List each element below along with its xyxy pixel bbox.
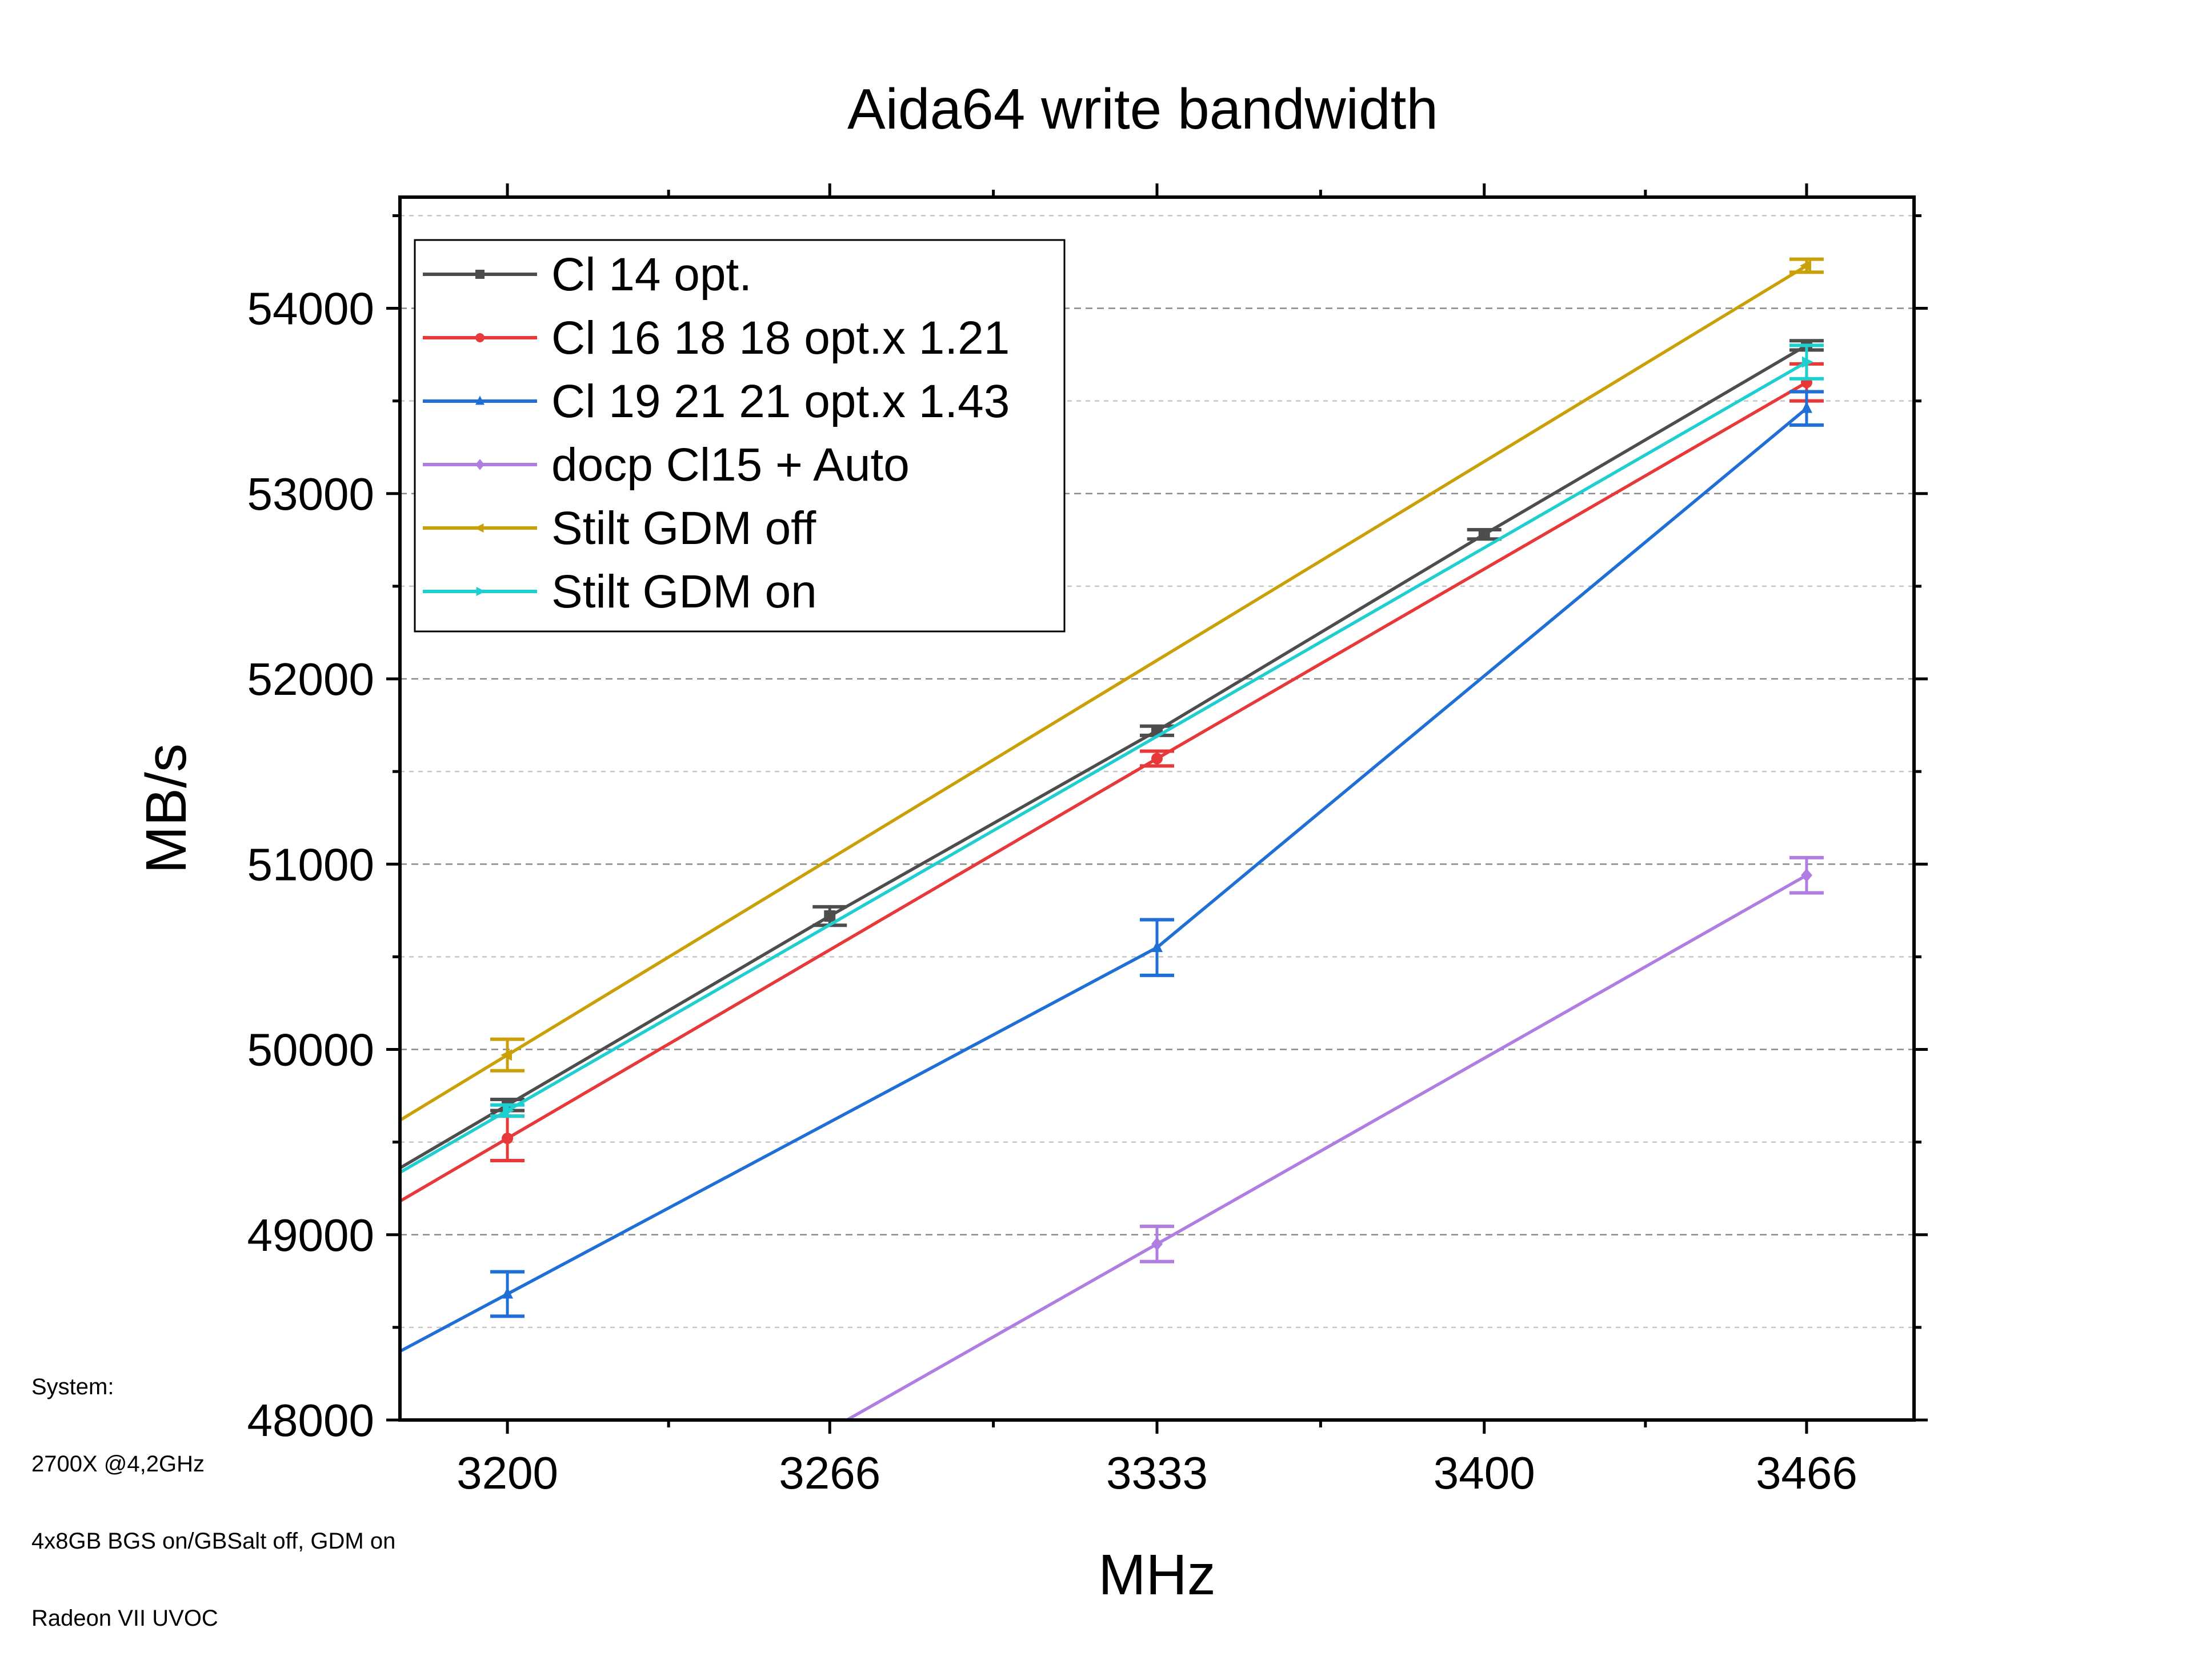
chart-title: Aida64 write bandwidth: [847, 77, 1438, 141]
x-tick-label: 3466: [1756, 1447, 1857, 1498]
data-marker: [1478, 529, 1490, 541]
data-marker: [502, 1133, 514, 1145]
note-system: System:: [31, 1374, 114, 1399]
note-cpu: 2700X @4,2GHz: [31, 1451, 205, 1477]
y-axis-title: MB/s: [134, 743, 198, 874]
y-tick-label: 48000: [247, 1395, 374, 1446]
legend-item: docp Cl15 + Auto: [423, 439, 910, 491]
data-marker: [1151, 753, 1163, 765]
note-gpu: Radeon VII UVOC: [31, 1606, 218, 1631]
legend-label: Cl 16 18 18 opt.x 1.21: [551, 312, 1010, 364]
legend-swatch-marker: [475, 333, 485, 342]
y-tick-label: 54000: [247, 283, 374, 334]
series-line: [400, 407, 1808, 1353]
data-marker: [503, 1105, 515, 1117]
series-line: [400, 344, 1808, 1170]
grid-lines: [400, 215, 1914, 1329]
y-tick-label: 51000: [247, 839, 374, 890]
y-tick-label: 52000: [247, 654, 374, 705]
series-line: [400, 381, 1808, 1203]
data-marker: [1151, 1237, 1163, 1251]
data-marker: [1801, 356, 1813, 368]
series-group: [400, 390, 1824, 1353]
x-axis-title: MHz: [1098, 1543, 1216, 1607]
y-tick-label: 49000: [247, 1210, 374, 1261]
y-tick-label: 50000: [247, 1025, 374, 1075]
note-memory: 4x8GB BGS on/GBSalt off, GDM on: [31, 1529, 396, 1554]
data-marker: [501, 1049, 513, 1061]
legend-label: Cl 14 opt.: [551, 249, 752, 301]
legend-swatch-marker: [475, 395, 485, 405]
legend-item: Stilt GDM on: [423, 566, 817, 618]
series-group: [400, 257, 1824, 1122]
data-marker: [502, 1287, 514, 1299]
data-marker: [1800, 868, 1812, 882]
legend-label: Cl 19 21 21 opt.x 1.43: [551, 375, 1010, 427]
legend-label: docp Cl15 + Auto: [551, 439, 910, 491]
x-tick-label: 3266: [779, 1447, 880, 1498]
series-layer: [400, 257, 1824, 1420]
series-line-group: [400, 344, 1808, 1170]
legend-item: Cl 14 opt.: [423, 249, 752, 301]
series-line-group: [400, 381, 1808, 1203]
data-marker: [1800, 401, 1812, 413]
axis-ticks: 48000 49000 50000 51000 52000 53000 54000 3200 3…: [247, 183, 1928, 1498]
legend-swatch-marker: [475, 270, 485, 279]
data-marker: [1799, 259, 1811, 271]
series-line-group: [400, 407, 1808, 1353]
x-tick-label: 3200: [457, 1447, 558, 1498]
legend-swatch-marker: [476, 587, 486, 596]
legend-swatch-marker: [475, 459, 485, 470]
legend-item: Stilt GDM off: [423, 502, 816, 554]
data-marker: [1151, 941, 1163, 953]
legend-item: Cl 16 18 18 opt.x 1.21: [423, 312, 1010, 364]
data-marker: [824, 910, 836, 922]
legend: Cl 14 opt. Cl 16 18 18 opt.x 1.21 Cl 19 21…: [414, 239, 1066, 633]
x-tick-label: 3400: [1434, 1447, 1535, 1498]
series-group: [400, 343, 1824, 1174]
legend-box: [414, 239, 1066, 633]
x-tick-label: 3333: [1106, 1447, 1208, 1498]
series-group: [843, 855, 1824, 1420]
y-tick-label: 53000: [247, 469, 374, 519]
legend-swatch-marker: [474, 523, 484, 533]
legend-label: Stilt GDM on: [551, 566, 817, 618]
legend-label: Stilt GDM off: [551, 502, 816, 554]
legend-item: Cl 19 21 21 opt.x 1.43: [423, 375, 1010, 427]
